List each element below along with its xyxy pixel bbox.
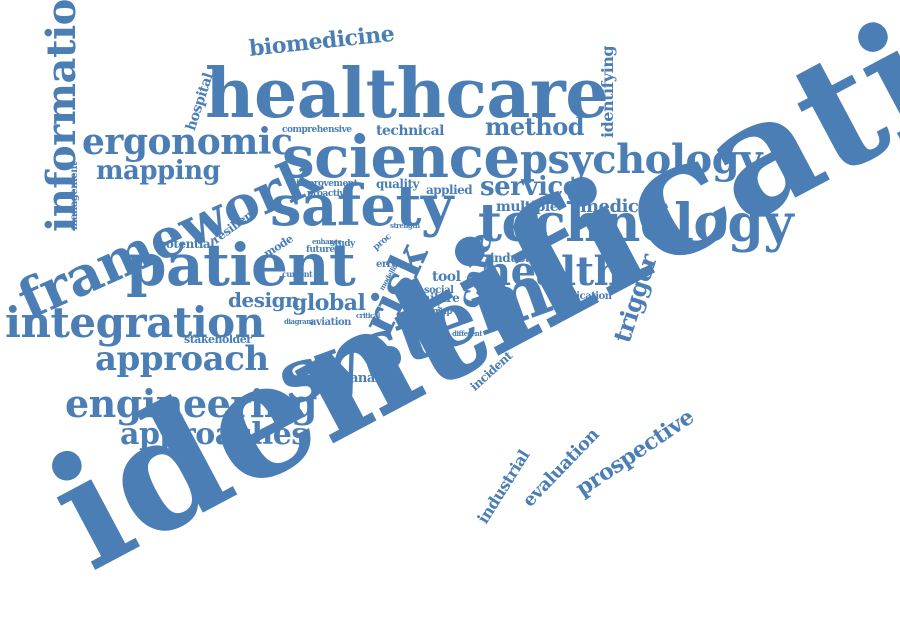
word-applied: applied xyxy=(426,183,473,197)
word-improvement: improvement xyxy=(296,179,358,189)
word-diagram: diagram xyxy=(284,317,314,326)
word-integration: integration xyxy=(5,298,265,347)
word-critical: critical xyxy=(356,311,380,320)
word-comprehensive: comprehensive xyxy=(282,125,352,135)
word-patient: patient xyxy=(126,231,356,299)
word-approaches: approaches xyxy=(120,417,308,452)
word-service: service xyxy=(480,172,579,202)
word-management: management xyxy=(69,162,80,230)
word-industries: industries xyxy=(490,251,553,265)
word-map: map xyxy=(432,307,453,317)
word-future: future xyxy=(306,245,335,255)
word-quality: quality xyxy=(376,177,420,191)
word-approach: approach xyxy=(95,339,269,379)
word-study: study xyxy=(330,239,355,249)
word-ergonomic: ergonomic xyxy=(82,121,293,163)
word-proactive: proactive xyxy=(307,189,350,199)
word-science: science xyxy=(282,123,520,191)
word-potential: potential xyxy=(158,237,215,251)
word-healthcare: healthcare xyxy=(205,54,609,134)
word-design: design xyxy=(228,288,300,312)
word-staff: staff xyxy=(404,307,427,318)
word-error: error xyxy=(376,259,403,270)
word-technology: technology xyxy=(478,193,794,254)
word-enhance: enhance xyxy=(312,237,342,246)
word-psychology: psychology xyxy=(520,136,762,183)
word-current: current xyxy=(282,269,313,279)
word-application: application xyxy=(554,291,612,302)
word-aviation: aviation xyxy=(310,317,351,328)
word-social: social xyxy=(424,285,454,296)
word-safety: safety xyxy=(270,173,453,239)
word-prospective: prospective xyxy=(570,403,699,502)
word-medicine: medicine xyxy=(580,196,669,217)
word-strength: strength xyxy=(390,221,420,230)
word-different: different xyxy=(452,329,483,338)
word-multiple: multiple xyxy=(496,199,559,215)
word-mapping: mapping xyxy=(96,156,221,186)
word-tool: tool xyxy=(432,269,461,285)
word-identifying: identifying xyxy=(598,45,617,138)
word-engineering: engineering xyxy=(65,381,317,426)
word-stakeholder: stakeholder xyxy=(184,333,252,346)
word-industrial: industrial xyxy=(473,446,534,528)
word-practice: practice xyxy=(478,291,511,301)
word-technical: technical xyxy=(376,123,445,139)
word-health: health xyxy=(482,248,623,295)
word-failure: failure xyxy=(418,291,460,305)
word-global: global xyxy=(292,290,366,316)
word-method: method xyxy=(485,112,585,141)
word-analysis: analysis xyxy=(350,371,405,386)
